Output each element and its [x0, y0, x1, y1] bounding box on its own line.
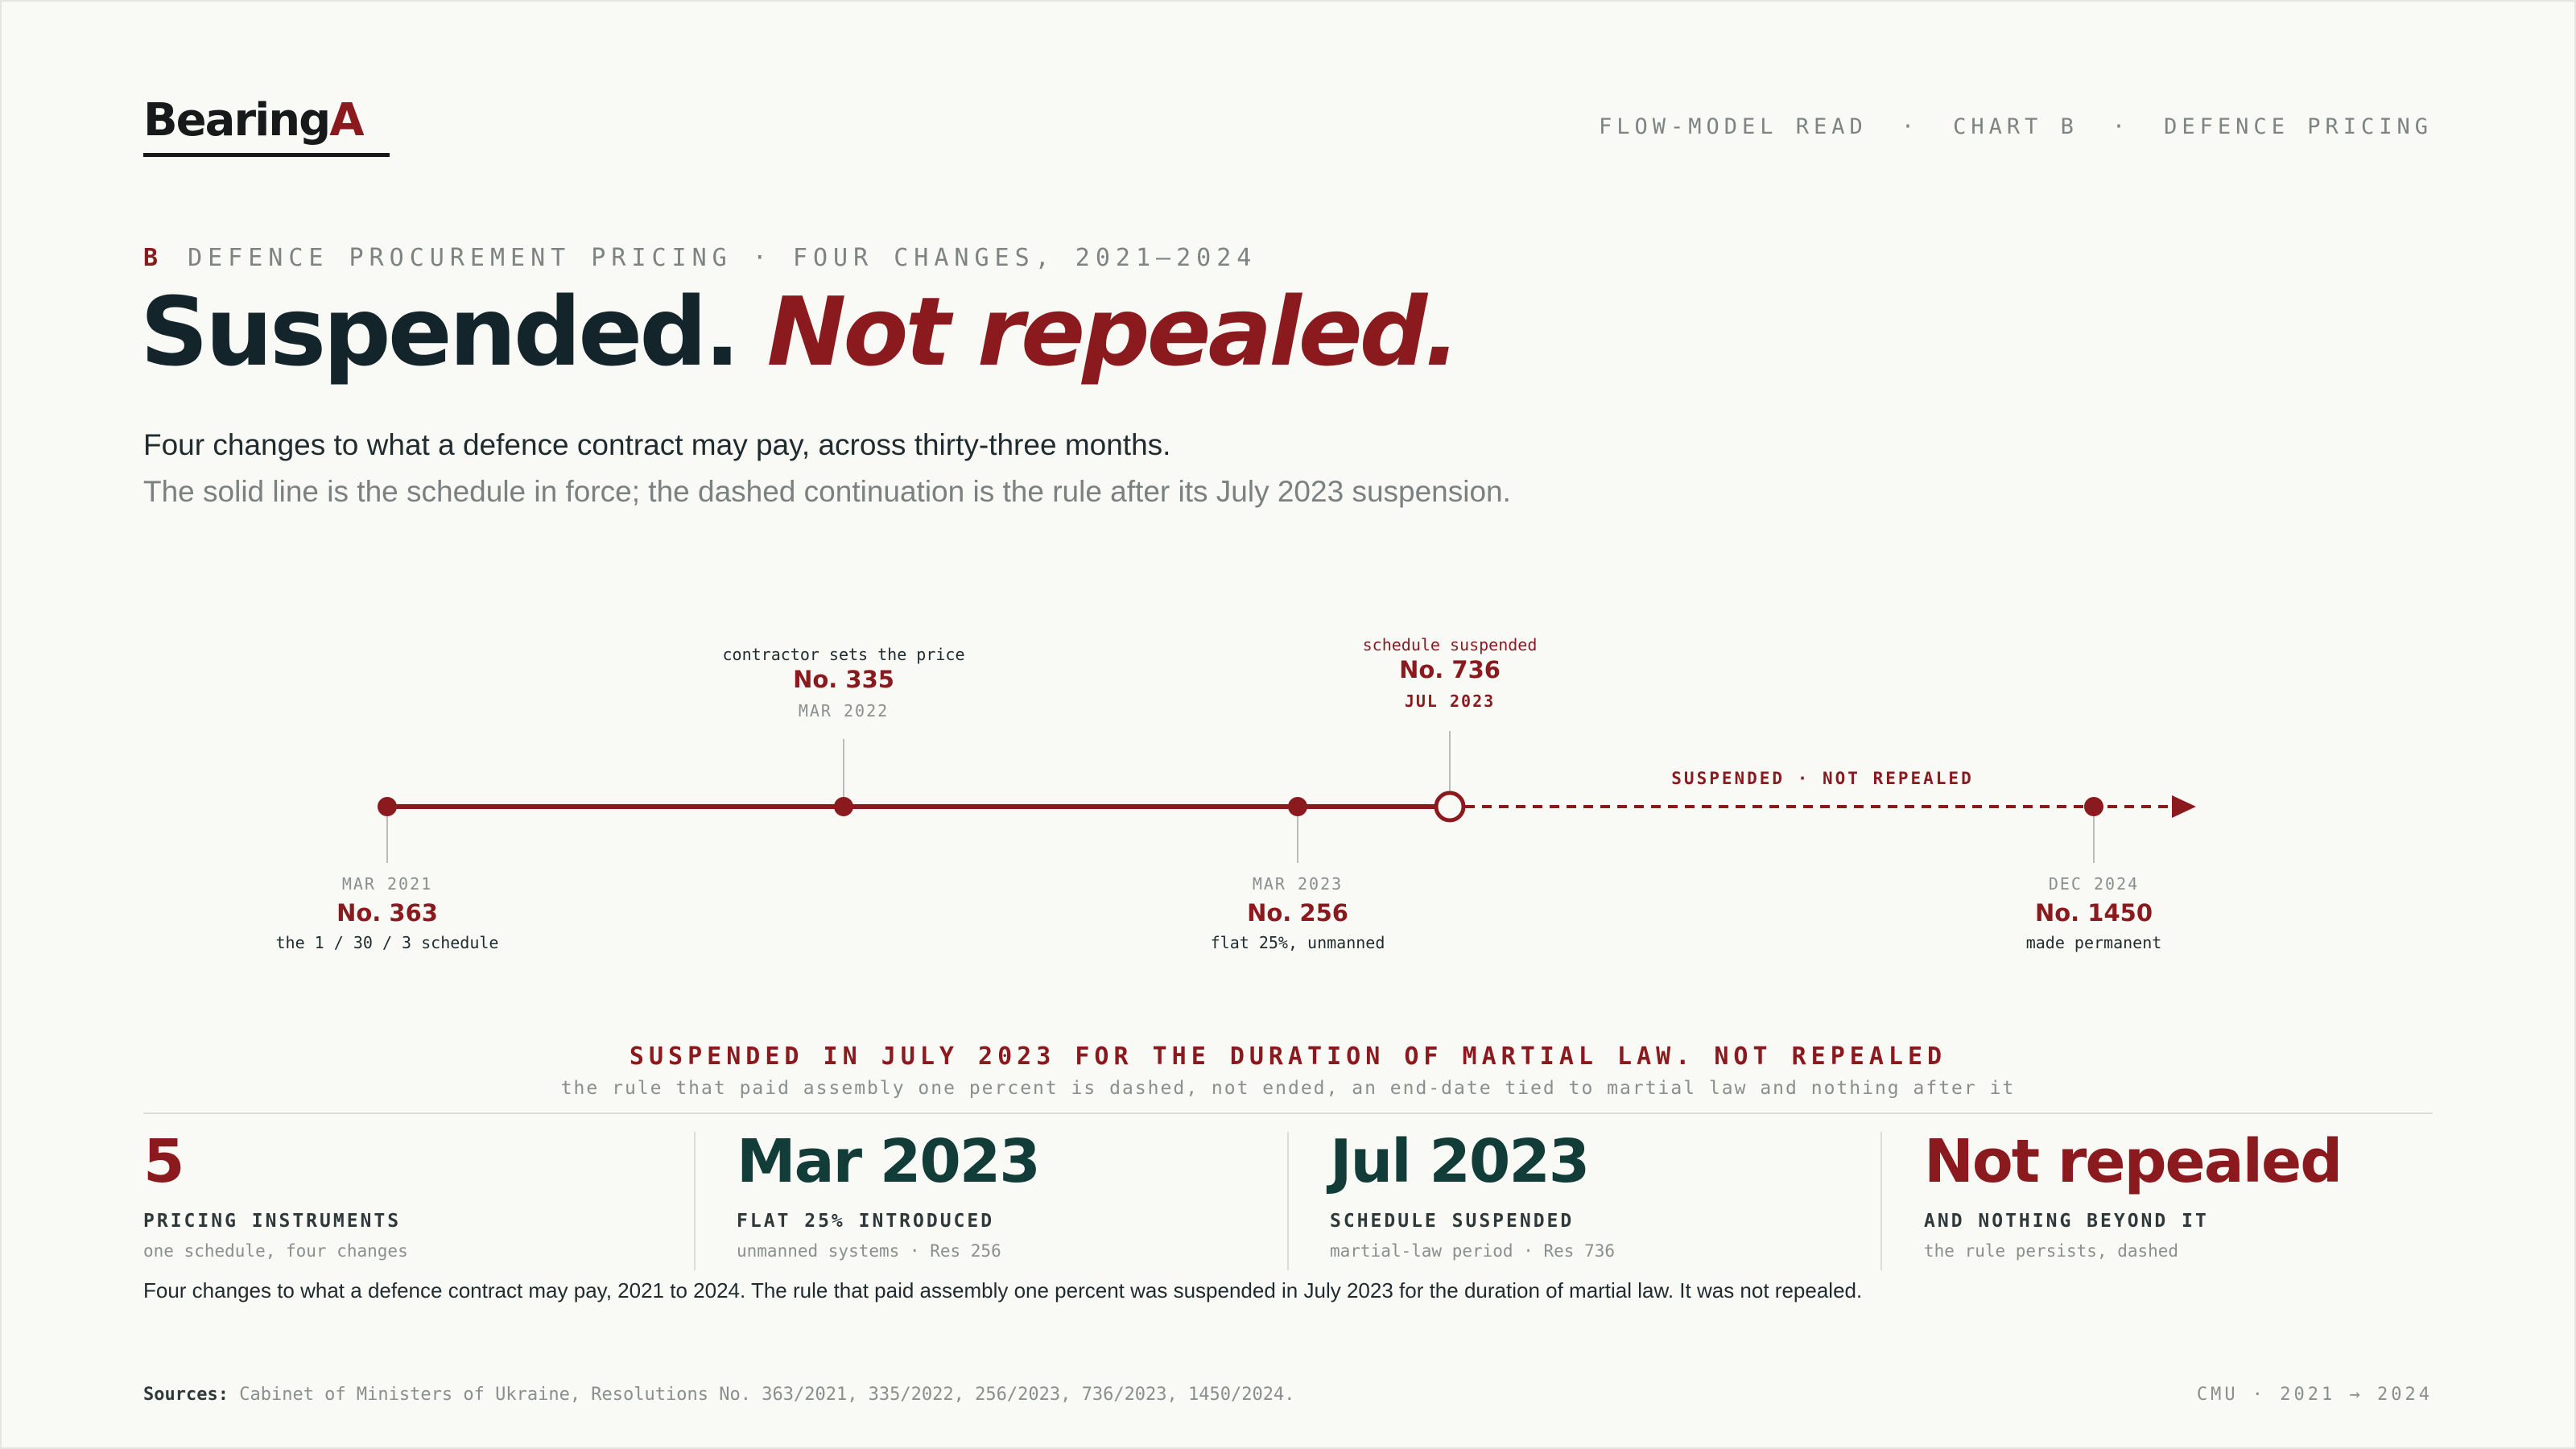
logo-underline: [143, 153, 390, 157]
stat-value: Not repealed: [1924, 1127, 2343, 1196]
event-number: No. 736: [1399, 656, 1501, 683]
sources-label: Sources:: [143, 1385, 229, 1405]
stat-card-not-repealed: Not repealed AND NOTHING BEYOND IT the r…: [1924, 1125, 2487, 1270]
page-title: Suspended. Not repealed.: [140, 275, 1460, 388]
brand-logo[interactable]: BearingA: [143, 92, 365, 150]
callout-subtext: the rule that paid assembly one percent …: [560, 1078, 2016, 1099]
timeline-leaders: [386, 731, 2095, 863]
stat-sub: unmanned systems · Res 256: [737, 1241, 1001, 1261]
stat-label: FLAT 25% INTRODUCED: [737, 1211, 995, 1232]
stat-value: Jul 2023: [1330, 1127, 1590, 1196]
stat-card-suspended: Jul 2023 SCHEDULE SUSPENDED martial-law …: [1330, 1125, 1893, 1270]
chart-kicker: B DEFENCE PROCUREMENT PRICING · FOUR CHAN…: [143, 244, 1257, 272]
brand-mark: A: [329, 94, 364, 147]
title-emphasis: Not repealed.: [766, 276, 1460, 387]
stat-label: PRICING INSTRUMENTS: [143, 1211, 402, 1232]
brand-name: Bearing: [143, 94, 331, 147]
stats-divider-rule: [143, 1113, 2433, 1114]
event-note: contractor sets the price: [722, 645, 964, 664]
event-date: MAR 2023: [1253, 874, 1343, 894]
nav-item-defence-pricing[interactable]: DEFENCE PRICING: [2164, 114, 2433, 139]
event-date: JUL 2023: [1405, 691, 1495, 711]
event-marker-mar-2022[interactable]: [834, 797, 853, 816]
event-note: flat 25%, unmanned: [1211, 933, 1385, 952]
title-plain: Suspended.: [140, 276, 741, 387]
event-date: MAR 2021: [342, 874, 432, 894]
stat-divider: [694, 1132, 696, 1270]
stat-sub: one schedule, four changes: [143, 1241, 408, 1261]
event-marker-mar-2023[interactable]: [1288, 797, 1307, 816]
event-date: MAR 2022: [799, 701, 889, 720]
stat-label: SCHEDULE SUSPENDED: [1330, 1211, 1575, 1232]
stat-card-instruments: 5 PRICING INSTRUMENTS one schedule, four…: [143, 1125, 707, 1270]
stat-label: AND NOTHING BEYOND IT: [1924, 1211, 2209, 1232]
event-note: schedule suspended: [1363, 635, 1538, 654]
callout-heading: SUSPENDED IN JULY 2023 FOR THE DURATION …: [629, 1042, 1947, 1071]
sources-note: Sources: Cabinet of Ministers of Ukraine…: [143, 1385, 1295, 1405]
lead-line-1: Four changes to what a defence contract …: [143, 428, 1171, 461]
stat-value: 5: [143, 1127, 184, 1196]
event-number: No. 363: [336, 899, 438, 927]
stat-card-flat-25: Mar 2023 FLAT 25% INTRODUCED unmanned sy…: [737, 1125, 1300, 1270]
nav-item-chart-b[interactable]: CHART B: [1953, 114, 2079, 139]
top-navigation: FLOW-MODEL READ · CHART B · DEFENCE PRIC…: [1599, 114, 2433, 139]
nav-item-flow-model[interactable]: FLOW-MODEL READ: [1598, 114, 1868, 139]
kicker-text: DEFENCE PROCUREMENT PRICING · FOUR CHANG…: [188, 244, 1257, 272]
sources-text: Cabinet of Ministers of Ukraine, Resolut…: [239, 1385, 1295, 1405]
event-number: No. 1450: [2035, 899, 2153, 927]
stat-sub: martial-law period · Res 736: [1330, 1241, 1616, 1261]
event-marker-suspension[interactable]: [1434, 791, 1466, 823]
event-date: DEC 2024: [2049, 874, 2139, 894]
event-marker-dec-2024[interactable]: [2084, 797, 2103, 816]
stat-sub: the rule persists, dashed: [1924, 1241, 2179, 1261]
timeline-diagram: SUSPENDED · NOT REPEALED contractor sets…: [276, 635, 2196, 952]
span-label: SUSPENDED · NOT REPEALED: [1671, 769, 1973, 788]
summary-text: Four changes to what a defence contract …: [143, 1278, 1863, 1302]
event-number: No. 256: [1247, 899, 1348, 927]
nav-separator: ·: [2112, 114, 2131, 139]
stat-value: Mar 2023: [737, 1127, 1041, 1196]
event-number: No. 335: [793, 666, 894, 693]
nav-separator: ·: [1901, 114, 1920, 139]
event-note: the 1 / 30 / 3 schedule: [276, 933, 499, 952]
event-note: made permanent: [2026, 933, 2162, 952]
lead-line-2: The solid line is the schedule in force;…: [143, 475, 1511, 508]
chart-letter: B: [143, 244, 164, 272]
timeline-arrowhead: [2172, 795, 2196, 818]
footer-range: CMU · 2021 → 2024: [2196, 1385, 2433, 1405]
event-marker-mar-2021[interactable]: [378, 797, 397, 816]
stat-divider: [1287, 1132, 1289, 1270]
stat-divider: [1880, 1132, 1882, 1270]
